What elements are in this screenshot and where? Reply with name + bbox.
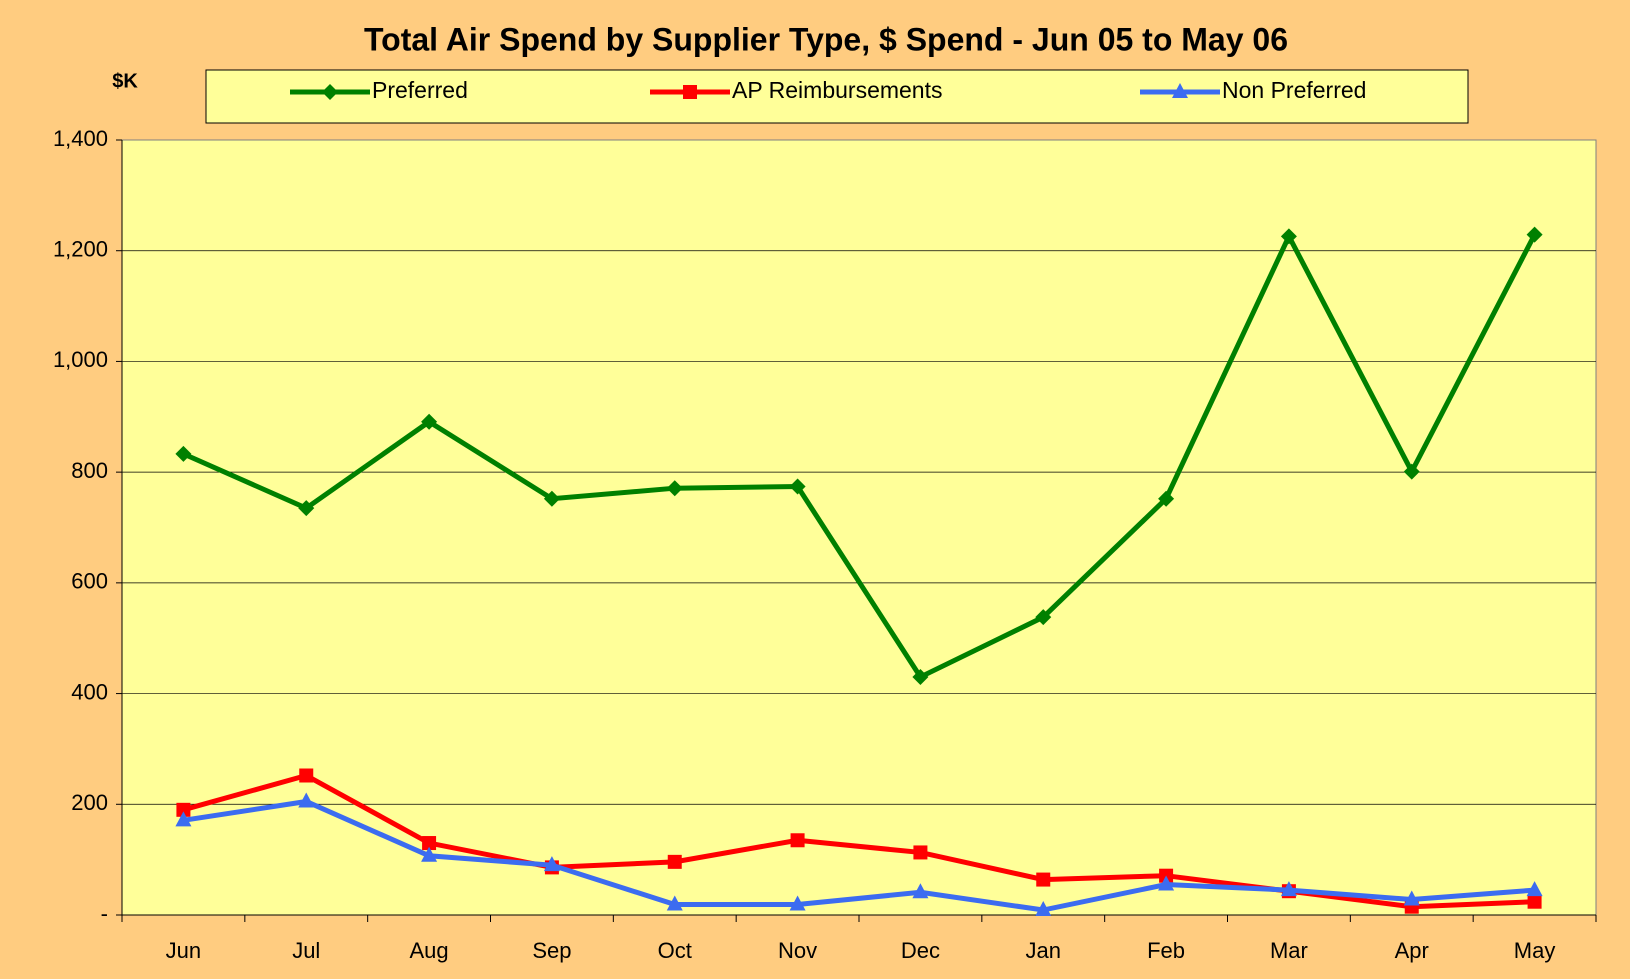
- x-tick-label: Mar: [1270, 938, 1308, 963]
- data-point: [1035, 901, 1052, 917]
- data-point: [790, 833, 805, 848]
- data-point: [913, 845, 928, 860]
- data-point: [175, 445, 192, 462]
- x-tick-label: Jun: [166, 938, 201, 963]
- data-point: [1036, 872, 1051, 887]
- x-tick-label: Apr: [1395, 938, 1429, 963]
- x-tick-label: May: [1514, 938, 1556, 963]
- chart-title: Total Air Spend by Supplier Type, $ Spen…: [364, 21, 1288, 57]
- x-tick-label: Jul: [292, 938, 320, 963]
- x-tick-label: Jan: [1026, 938, 1061, 963]
- legend: [205, 69, 1469, 124]
- x-tick-label: Sep: [532, 938, 571, 963]
- data-point: [789, 895, 806, 911]
- data-point: [1158, 490, 1175, 507]
- x-tick-label: Oct: [658, 938, 692, 963]
- data-point: [543, 490, 560, 507]
- y-tick-label: -: [101, 901, 108, 926]
- data-point: [912, 668, 929, 685]
- x-tick-label: Dec: [901, 938, 940, 963]
- legend-label: AP Reimbursements: [732, 77, 943, 103]
- y-tick-label: 800: [71, 458, 108, 483]
- x-tick-label: Nov: [778, 938, 817, 963]
- legend-marker: [683, 85, 697, 99]
- data-point: [912, 883, 929, 899]
- data-point: [422, 836, 437, 851]
- legend-label: Preferred: [372, 77, 468, 103]
- legend-label: Non Preferred: [1222, 77, 1366, 103]
- y-tick-label: 200: [71, 790, 108, 815]
- data-point: [176, 802, 191, 817]
- data-point: [543, 856, 560, 872]
- x-tick-label: Aug: [410, 938, 449, 963]
- data-point: [666, 480, 683, 497]
- data-point: [1035, 609, 1052, 626]
- legend-marker: [322, 84, 338, 100]
- y-tick-label: 600: [71, 569, 108, 594]
- data-point: [1280, 228, 1297, 245]
- y-tick-label: 400: [71, 679, 108, 704]
- data-point: [1158, 875, 1175, 891]
- y-tick-label: 1,000: [53, 347, 108, 372]
- data-point: [1403, 890, 1420, 906]
- data-point: [175, 811, 192, 827]
- data-point: [421, 846, 438, 862]
- data-point: [298, 792, 315, 808]
- y-tick-label: 1,400: [53, 126, 108, 151]
- legend-marker: [1172, 83, 1188, 98]
- y-tick-label: 1,200: [53, 237, 108, 262]
- data-point: [421, 413, 438, 430]
- series-line: [182, 230, 1537, 681]
- data-point: [1403, 463, 1420, 480]
- series-line: [183, 798, 1535, 913]
- data-point: [298, 500, 315, 517]
- data-point: [1527, 894, 1542, 909]
- data-point: [1280, 881, 1297, 897]
- data-point: [667, 854, 682, 869]
- plot-area: [121, 139, 1597, 916]
- data-point: [1526, 226, 1543, 243]
- data-point: [299, 768, 314, 783]
- data-point: [666, 895, 683, 911]
- data-point: [789, 478, 806, 495]
- data-point: [1526, 881, 1543, 897]
- x-tick-label: Feb: [1147, 938, 1185, 963]
- y-axis-label: $K: [112, 70, 138, 92]
